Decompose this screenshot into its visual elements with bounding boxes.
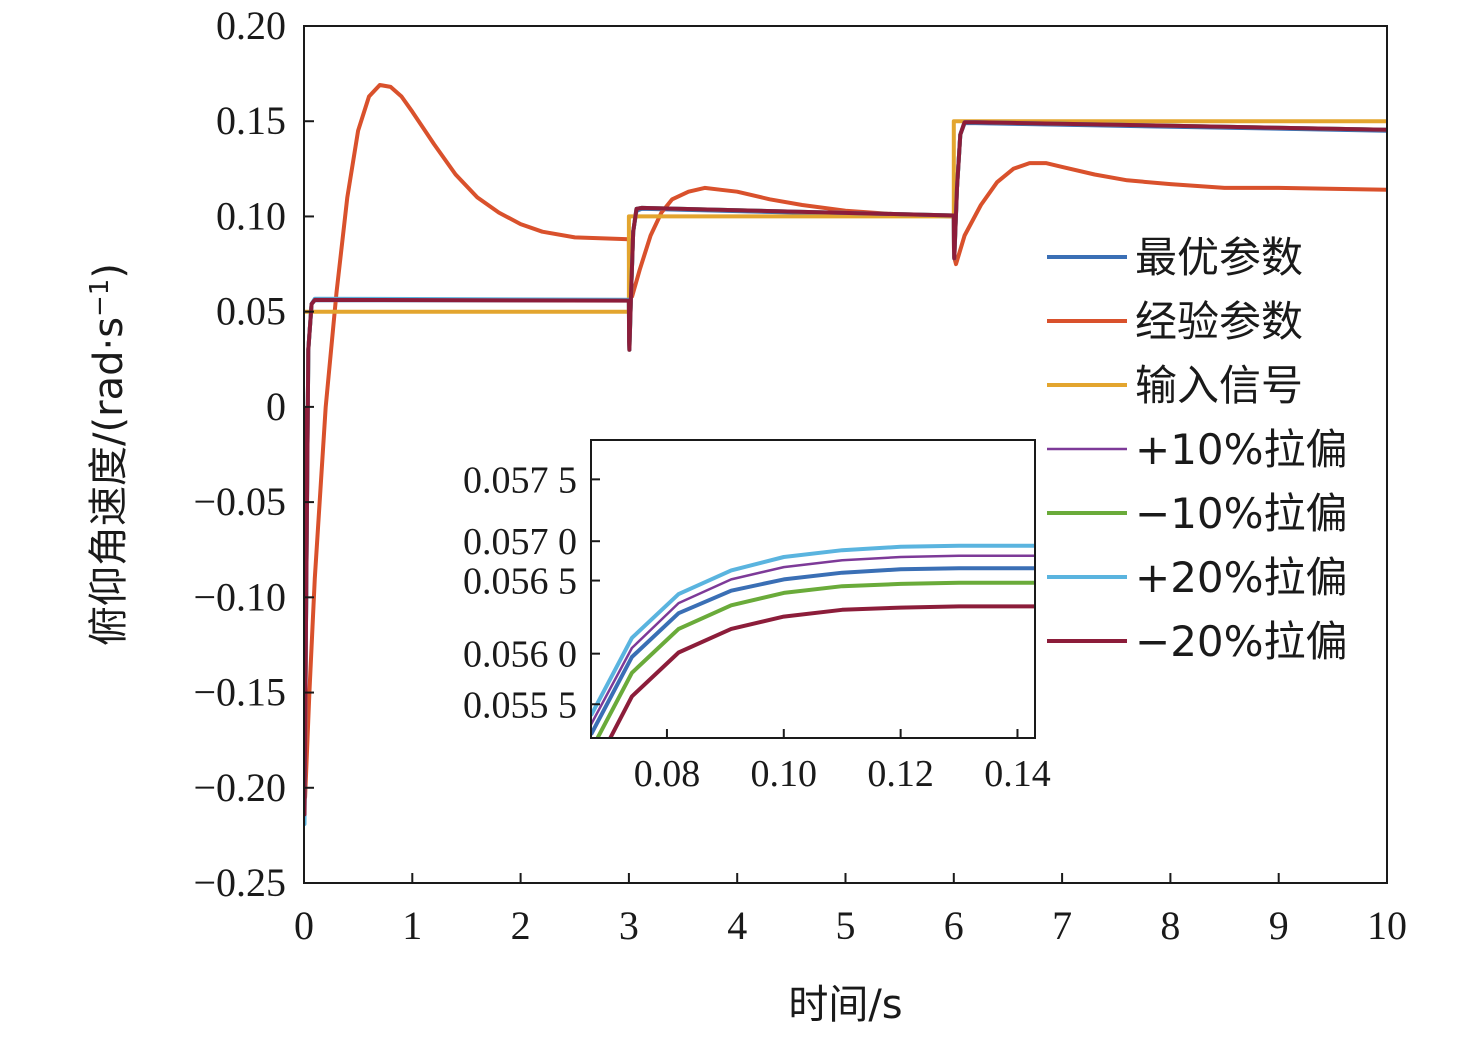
legend-label-3: +10%拉偏 <box>1135 425 1348 474</box>
x-tick-label: 0 <box>294 903 314 948</box>
main-series-line-2 <box>304 119 1387 314</box>
x-tick-label: 4 <box>727 903 747 948</box>
x-tick-label: 6 <box>944 903 964 948</box>
inset-y-tick-label: 0.057 5 <box>463 459 577 501</box>
inset-series-line-4 <box>608 604 1035 738</box>
y-tick-label: −0.15 <box>193 670 286 715</box>
inset-x-tick-label: 0.14 <box>984 753 1051 795</box>
legend-label-0: 最优参数 <box>1135 233 1303 282</box>
y-tick-label: 0.15 <box>216 98 286 143</box>
y-tick-label: 0 <box>266 384 286 429</box>
inset-x-tick-label: 0.12 <box>867 753 934 795</box>
x-tick-label: 5 <box>836 903 856 948</box>
y-tick-label: 0.20 <box>216 3 286 48</box>
y-tick-label: 0.10 <box>216 193 286 238</box>
inset-series-line-1 <box>591 554 1035 726</box>
legend-label-4: −10%拉偏 <box>1135 489 1348 538</box>
inset-x-tick-label: 0.08 <box>634 753 701 795</box>
legend-label-6: −20%拉偏 <box>1135 617 1348 666</box>
x-tick-label: 10 <box>1367 903 1407 948</box>
x-axis-label: 时间/s <box>788 982 902 1028</box>
inset-plot-frame <box>590 439 1036 739</box>
legend-label-5: +20%拉偏 <box>1135 553 1348 602</box>
inset-axis-ticks: 0.08 0.10 0.12 0.14 0.057 5 0.057 00.056 5 0.0… <box>463 459 1051 795</box>
inset-x-tick-label: 0.10 <box>751 753 818 795</box>
inset-series-line-0 <box>591 566 1035 736</box>
x-tick-label: 7 <box>1052 903 1072 948</box>
y-tick-label: −0.05 <box>193 479 286 524</box>
inset-y-tick-label: 0.056 0 <box>463 634 577 676</box>
main-series-line-6 <box>304 120 1387 817</box>
y-axis-label: 俯仰角速度/(rad·s−1) <box>85 263 132 646</box>
inset-y-tick-label: 0.055 5 <box>463 684 577 726</box>
inset-y-tick-label: 0.056 5 <box>463 561 577 603</box>
y-tick-label: −0.25 <box>193 860 286 905</box>
x-tick-label: 3 <box>619 903 639 948</box>
x-tick-label: 2 <box>511 903 531 948</box>
inset-y-tick-label: 0.057 0 <box>463 521 577 563</box>
legend-label-2: 输入信号 <box>1135 361 1303 410</box>
y-tick-label: −0.10 <box>193 574 286 619</box>
y-tick-label: −0.20 <box>193 765 286 810</box>
main-axis-ticks: 0 1 2 3 4 5 6 7 8 9 10 0.20 0.15 0.10 0.05 0 −0.05 −0.10 −… <box>193 3 1407 948</box>
main-series-line-1 <box>304 83 1387 800</box>
main-series-group <box>304 83 1387 826</box>
inset-series-line-3 <box>591 543 1035 717</box>
x-tick-label: 9 <box>1269 903 1289 948</box>
inset-series-line-2 <box>595 580 1035 738</box>
x-tick-label: 8 <box>1160 903 1180 948</box>
x-tick-label: 1 <box>402 903 422 948</box>
legend-label-1: 经验参数 <box>1135 297 1303 346</box>
inset-series-group <box>591 543 1035 738</box>
y-tick-label: 0.05 <box>216 289 286 334</box>
